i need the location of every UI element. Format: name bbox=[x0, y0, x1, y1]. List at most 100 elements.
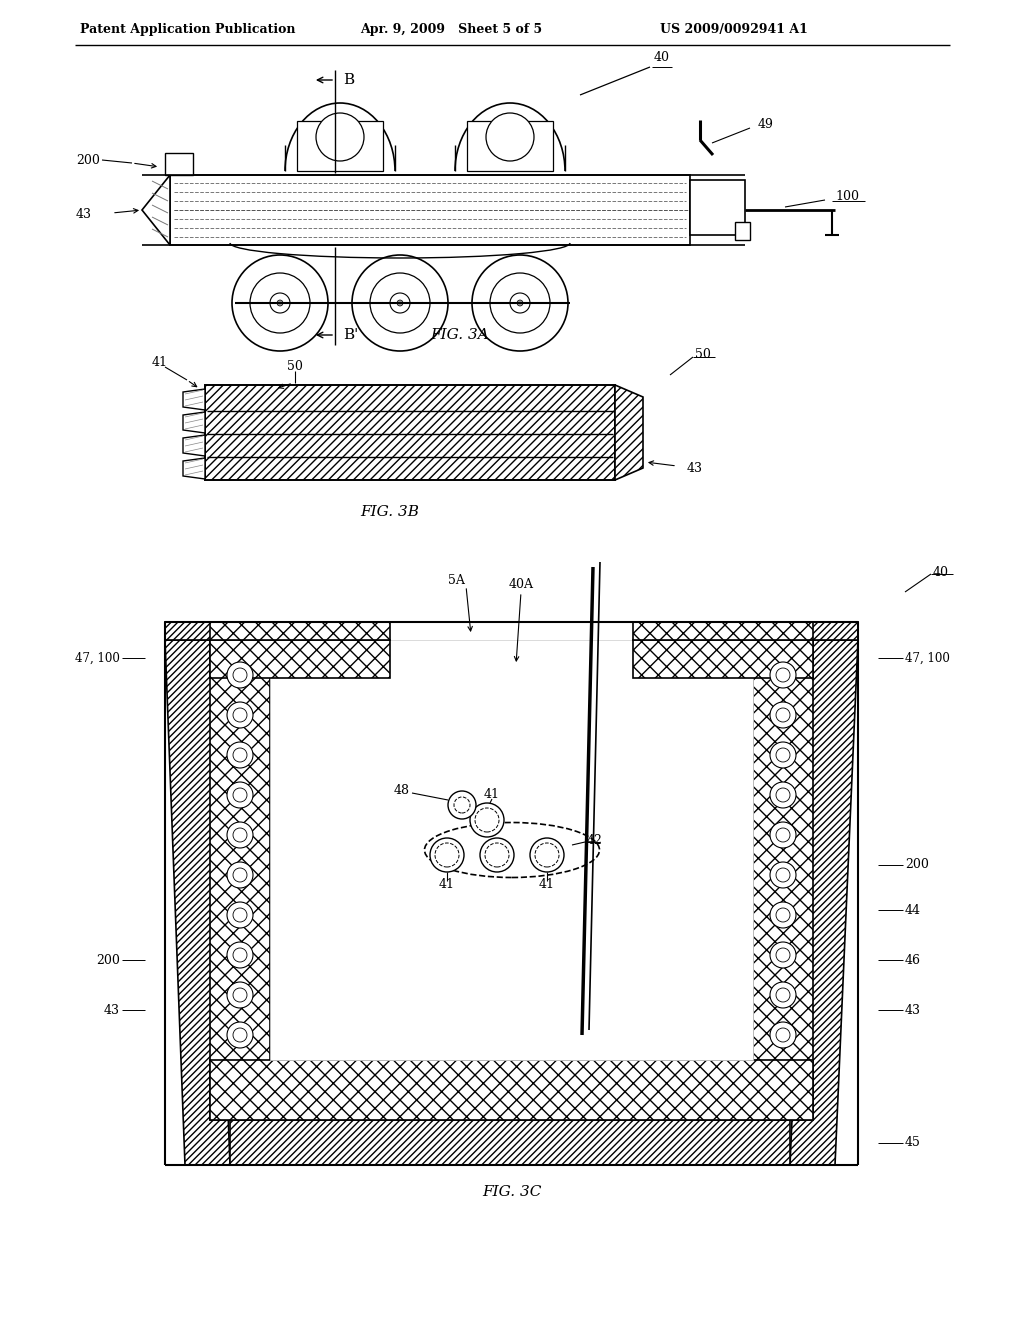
Circle shape bbox=[776, 987, 790, 1002]
Circle shape bbox=[227, 742, 253, 768]
Circle shape bbox=[510, 293, 530, 313]
Circle shape bbox=[397, 300, 403, 306]
Polygon shape bbox=[165, 640, 230, 1166]
Text: 41: 41 bbox=[539, 879, 555, 891]
Circle shape bbox=[530, 838, 564, 873]
Text: 47, 100: 47, 100 bbox=[75, 652, 120, 664]
Circle shape bbox=[390, 293, 410, 313]
Circle shape bbox=[776, 748, 790, 762]
Text: FIG. 3A: FIG. 3A bbox=[431, 327, 489, 342]
Bar bbox=[690, 180, 745, 235]
Text: FIG. 3B: FIG. 3B bbox=[360, 506, 420, 519]
Circle shape bbox=[233, 788, 247, 803]
Circle shape bbox=[490, 273, 550, 333]
Circle shape bbox=[227, 862, 253, 888]
Circle shape bbox=[233, 908, 247, 921]
Ellipse shape bbox=[425, 822, 599, 878]
Circle shape bbox=[270, 293, 290, 313]
Circle shape bbox=[470, 803, 504, 837]
Circle shape bbox=[250, 273, 310, 333]
Text: Patent Application Publication: Patent Application Publication bbox=[80, 24, 296, 37]
Polygon shape bbox=[183, 412, 205, 433]
Text: 200: 200 bbox=[76, 153, 100, 166]
Circle shape bbox=[776, 1028, 790, 1041]
Circle shape bbox=[770, 663, 796, 688]
Text: 43: 43 bbox=[687, 462, 703, 474]
Circle shape bbox=[233, 1028, 247, 1041]
Text: 100: 100 bbox=[835, 190, 859, 203]
Circle shape bbox=[233, 708, 247, 722]
Text: Apr. 9, 2009   Sheet 5 of 5: Apr. 9, 2009 Sheet 5 of 5 bbox=[360, 24, 542, 37]
Circle shape bbox=[227, 822, 253, 847]
Circle shape bbox=[776, 908, 790, 921]
Circle shape bbox=[776, 788, 790, 803]
Bar bbox=[813, 622, 858, 640]
Text: 42: 42 bbox=[587, 833, 603, 846]
Bar bbox=[210, 1060, 813, 1119]
Circle shape bbox=[770, 822, 796, 847]
Bar bbox=[170, 176, 690, 246]
Text: 40A: 40A bbox=[509, 578, 534, 590]
Text: 48: 48 bbox=[394, 784, 410, 796]
Text: US 2009/0092941 A1: US 2009/0092941 A1 bbox=[660, 24, 808, 37]
Text: 45: 45 bbox=[905, 1137, 921, 1150]
Bar bbox=[633, 640, 813, 678]
Circle shape bbox=[233, 948, 247, 962]
Circle shape bbox=[475, 808, 499, 832]
Circle shape bbox=[770, 1022, 796, 1048]
Text: 46: 46 bbox=[905, 953, 921, 966]
Circle shape bbox=[233, 668, 247, 682]
Circle shape bbox=[776, 948, 790, 962]
Bar bbox=[735, 222, 750, 240]
Circle shape bbox=[472, 255, 568, 351]
Text: 50: 50 bbox=[287, 360, 303, 374]
Circle shape bbox=[370, 273, 430, 333]
Text: 41: 41 bbox=[484, 788, 500, 801]
Circle shape bbox=[770, 702, 796, 729]
Text: B': B' bbox=[343, 327, 358, 342]
Polygon shape bbox=[142, 176, 170, 246]
Polygon shape bbox=[183, 389, 205, 411]
Polygon shape bbox=[753, 640, 813, 1119]
Text: 50: 50 bbox=[695, 348, 711, 362]
Text: FIG. 3C: FIG. 3C bbox=[482, 1185, 542, 1199]
Circle shape bbox=[770, 742, 796, 768]
Text: 49: 49 bbox=[758, 119, 774, 132]
Circle shape bbox=[227, 982, 253, 1008]
Bar bbox=[165, 622, 390, 640]
Circle shape bbox=[233, 869, 247, 882]
Circle shape bbox=[352, 255, 449, 351]
Circle shape bbox=[227, 702, 253, 729]
Bar bbox=[467, 121, 553, 172]
Text: 40: 40 bbox=[933, 565, 949, 578]
Circle shape bbox=[233, 987, 247, 1002]
Circle shape bbox=[233, 748, 247, 762]
Polygon shape bbox=[183, 458, 205, 479]
Circle shape bbox=[486, 114, 534, 161]
Polygon shape bbox=[210, 640, 270, 1119]
Circle shape bbox=[227, 942, 253, 968]
Circle shape bbox=[449, 791, 476, 818]
Circle shape bbox=[227, 902, 253, 928]
Text: 200: 200 bbox=[96, 953, 120, 966]
Circle shape bbox=[517, 300, 523, 306]
Bar bbox=[230, 1119, 790, 1166]
Text: 41: 41 bbox=[439, 879, 455, 891]
Bar bbox=[165, 153, 193, 176]
Circle shape bbox=[233, 828, 247, 842]
Circle shape bbox=[227, 1022, 253, 1048]
Text: 44: 44 bbox=[905, 903, 921, 916]
Bar bbox=[205, 385, 615, 480]
Circle shape bbox=[535, 843, 559, 867]
Bar bbox=[270, 640, 753, 1060]
Circle shape bbox=[770, 942, 796, 968]
Circle shape bbox=[485, 843, 509, 867]
Polygon shape bbox=[615, 385, 643, 480]
Circle shape bbox=[776, 869, 790, 882]
Circle shape bbox=[227, 663, 253, 688]
Circle shape bbox=[232, 255, 328, 351]
Circle shape bbox=[776, 708, 790, 722]
Text: 43: 43 bbox=[905, 1003, 921, 1016]
Circle shape bbox=[435, 843, 459, 867]
Text: 43: 43 bbox=[104, 1003, 120, 1016]
